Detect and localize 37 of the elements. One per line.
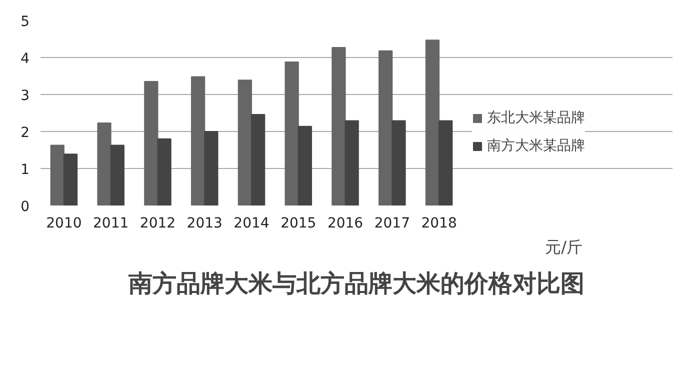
bar (378, 50, 393, 206)
y-tick-label: 4 (20, 51, 30, 67)
y-tick-label: 2 (20, 125, 30, 141)
bar (392, 120, 406, 206)
bar (190, 76, 206, 206)
bar (110, 144, 124, 206)
y-tick-label: 0 (20, 199, 30, 215)
bar (344, 120, 359, 206)
bar (298, 126, 312, 206)
y-tick-label: 3 (20, 88, 30, 104)
x-tick-label: 2011 (93, 216, 129, 232)
x-tick-label: 2018 (421, 216, 457, 232)
x-tick-label: 2015 (280, 216, 316, 232)
y-tick-label: 5 (20, 14, 30, 30)
legend-label: 东北大米某品牌 (487, 109, 585, 127)
x-tick-label: 2013 (186, 216, 222, 232)
bar (238, 80, 252, 206)
bar (157, 138, 172, 206)
bar (50, 144, 64, 206)
legend-label: 南方大米某品牌 (487, 137, 585, 155)
x-tick-label: 2010 (46, 216, 82, 232)
bar (204, 131, 218, 206)
text: 南方品牌大米与北方品牌大米的价格对比图 (128, 270, 584, 298)
x-tick-label: 2012 (140, 216, 176, 232)
x-tick-label: 2014 (234, 216, 270, 232)
bar (438, 120, 453, 206)
bar (63, 154, 78, 206)
x-tick-label: 2016 (327, 216, 364, 232)
bar (284, 61, 299, 206)
x-tick-label: 2017 (374, 216, 410, 232)
bar (144, 81, 158, 206)
bar (425, 40, 440, 206)
bar (332, 47, 346, 206)
y-tick-label: 1 (20, 162, 30, 178)
bar (97, 122, 112, 206)
bar (251, 114, 266, 206)
text: 元/斤 (545, 238, 582, 256)
